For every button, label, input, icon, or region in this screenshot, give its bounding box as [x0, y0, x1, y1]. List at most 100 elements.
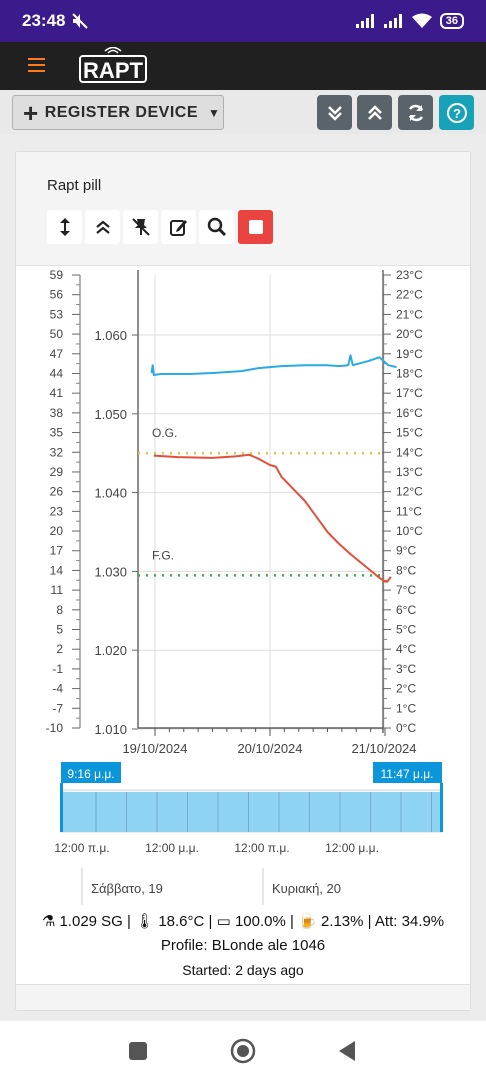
temp-tick-label: 22°C: [396, 288, 423, 302]
temp-tick-label: 8°C: [396, 563, 416, 577]
profile-text: Profile: BLonde ale 1046: [160, 937, 326, 954]
temp-tick-label: 10°C: [396, 524, 423, 538]
stat-battery: 100.0%: [234, 913, 286, 930]
temp-tick-label: 5°C: [396, 623, 416, 637]
navigator-time-label: 12:00 μ.μ.: [325, 841, 379, 855]
expand-device-button[interactable]: [85, 210, 120, 244]
refresh-button[interactable]: [398, 95, 433, 130]
edit-icon: [169, 220, 187, 236]
device-card-header: Rapt pill: [16, 152, 470, 266]
left-axis-tick-label: -1: [52, 662, 63, 676]
device-name: Rapt pill: [47, 177, 102, 194]
thermometer-icon: 🌡: [135, 913, 155, 930]
navigator-selected-range: [61, 792, 442, 832]
gravity-tick-label: 1.060: [94, 328, 127, 343]
stat-att: Att: 34.9%: [374, 913, 445, 930]
signal-icon: [355, 14, 374, 28]
hydrometer-icon: ⚗: [41, 913, 56, 930]
double-chevron-down-icon: [327, 105, 342, 121]
navigator-time-label: 12:00 π.μ.: [54, 841, 109, 855]
unpin-icon: [131, 218, 150, 236]
stop-icon: [248, 220, 263, 234]
recents-icon[interactable]: [128, 1041, 148, 1061]
back-icon[interactable]: [337, 1040, 357, 1062]
resize-chart-button[interactable]: [47, 210, 82, 244]
caret-down-icon: ▼: [208, 105, 221, 120]
navigator-time-label: 12:00 π.μ.: [234, 841, 289, 855]
temp-tick-label: 17°C: [396, 386, 423, 400]
home-icon[interactable]: [230, 1038, 256, 1064]
left-axis-tick-label: 32: [50, 445, 64, 459]
gravity-tick-label: 1.020: [94, 643, 127, 658]
search-icon: [207, 217, 226, 237]
stop-button[interactable]: [238, 210, 273, 244]
series-line-gravity: [153, 453, 392, 583]
left-axis-tick-label: 20: [50, 524, 64, 538]
left-axis-tick-label: 56: [50, 288, 64, 302]
menu-icon[interactable]: [28, 58, 45, 72]
device-card-footer: [16, 984, 470, 1010]
temp-tick-label: 20°C: [396, 327, 423, 341]
svg-text:RAPT: RAPT: [83, 58, 143, 83]
left-axis-tick-label: 41: [50, 386, 64, 400]
range-start-handle: [60, 783, 63, 832]
unpin-button[interactable]: [123, 210, 158, 244]
status-time: 23:48: [22, 11, 66, 30]
vertical-arrows-icon: [59, 218, 70, 236]
x-axis-tick-label: 19/10/2024: [122, 741, 187, 756]
stat-sg: 1.029 SG: [59, 913, 123, 930]
stat-temp: 18.6°C: [158, 913, 205, 930]
navigator-day-label: Κυριακή, 20: [272, 881, 341, 896]
zoom-button[interactable]: [199, 210, 234, 244]
beer-icon: 🍺: [298, 913, 317, 930]
plus-icon: +: [23, 97, 39, 128]
temp-tick-label: 16°C: [396, 406, 423, 420]
rapt-logo: RAPT: [79, 47, 147, 83]
mute-icon: [72, 13, 89, 29]
register-device-button[interactable]: + REGISTER DEVICE ▼: [12, 95, 224, 130]
fg-label: F.G.: [152, 548, 174, 562]
wifi-icon: [411, 13, 432, 28]
double-chevron-up-icon: [95, 220, 110, 234]
left-axis-tick-label: 44: [50, 366, 64, 380]
started-text: Started: 2 days ago: [182, 962, 304, 978]
temp-tick-label: 23°C: [396, 268, 423, 282]
left-axis-tick-label: 2: [56, 642, 63, 656]
left-axis-tick-label: 26: [50, 485, 64, 499]
edit-button[interactable]: [161, 210, 196, 244]
temp-tick-label: 18°C: [396, 366, 423, 380]
temp-tick-label: 6°C: [396, 603, 416, 617]
og-label: O.G.: [152, 426, 177, 440]
range-end-label: 11:47 μ.μ.: [381, 767, 434, 781]
refresh-icon: [408, 104, 423, 121]
expand-all-button[interactable]: [357, 95, 392, 130]
series-line-temperature: [150, 354, 397, 376]
help-button[interactable]: ?: [439, 95, 474, 130]
temp-tick-label: 0°C: [396, 721, 416, 735]
navigator-time-label: 12:00 μ.μ.: [145, 841, 199, 855]
range-start-label: 9:16 μ.μ.: [67, 767, 114, 781]
toolbar: + REGISTER DEVICE ▼ ?: [0, 90, 486, 134]
collapse-all-button[interactable]: [317, 95, 352, 130]
range-end-handle: [440, 783, 443, 832]
left-axis-tick-label: 8: [56, 603, 63, 617]
temp-tick-label: 4°C: [396, 642, 416, 656]
stat-abv: 2.13%: [320, 913, 364, 930]
temp-tick-label: 12°C: [396, 485, 423, 499]
svg-text:?: ?: [453, 106, 461, 121]
help-icon: ?: [446, 102, 467, 123]
navigator-day-label: Σάββατο, 19: [91, 881, 163, 896]
left-axis-tick-label: 50: [50, 327, 64, 341]
android-nav-bar: [0, 1021, 486, 1080]
status-bar: 23:48 36: [0, 0, 486, 42]
temp-tick-label: 7°C: [396, 583, 416, 597]
device-stats: ⚗ 1.029 SG | 🌡 18.6°C | ▭ 100.0% | 🍺 2.1…: [41, 913, 445, 930]
left-axis-tick-label: 38: [50, 406, 64, 420]
left-axis-tick-label: 47: [50, 347, 64, 361]
left-axis-tick-label: 29: [50, 465, 64, 479]
x-axis-tick-label: 20/10/2024: [237, 741, 302, 756]
temp-tick-label: 14°C: [396, 445, 423, 459]
left-axis-tick-label: 59: [50, 268, 64, 282]
gravity-tick-label: 1.030: [94, 564, 127, 579]
